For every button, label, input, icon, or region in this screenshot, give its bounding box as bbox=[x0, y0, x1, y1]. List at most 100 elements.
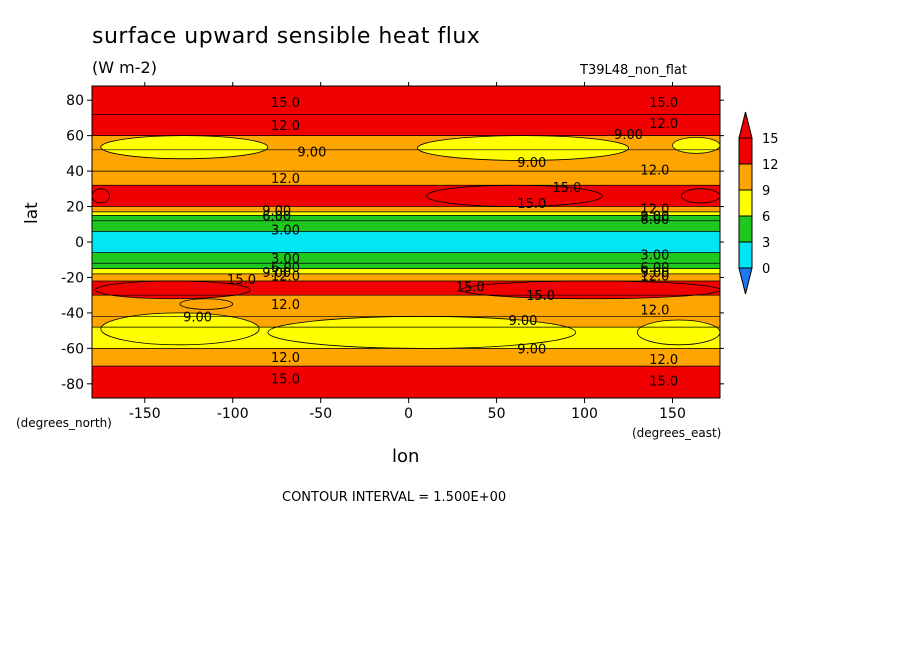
y-tick-label: -20 bbox=[61, 270, 84, 286]
lat-band bbox=[92, 86, 720, 115]
run-label: T39L48_non_flat bbox=[580, 63, 687, 78]
x-tick-label: -50 bbox=[309, 406, 332, 422]
contour-patch bbox=[672, 137, 721, 154]
lat-band bbox=[92, 215, 720, 221]
y-tick-label: -40 bbox=[61, 306, 84, 322]
contour-label: 12.0 bbox=[640, 270, 669, 285]
y-tick-label: 80 bbox=[66, 93, 84, 109]
contour-label: 9.00 bbox=[509, 314, 538, 329]
lat-band bbox=[92, 206, 720, 212]
contour-patch bbox=[461, 280, 721, 300]
colorbar-tick-label: 0 bbox=[762, 262, 770, 277]
lat-band bbox=[92, 185, 720, 207]
contour-label: 12.0 bbox=[271, 119, 300, 134]
y-units-note: (degrees_north) bbox=[16, 416, 112, 430]
lat-band bbox=[92, 231, 720, 253]
contour-label: 12.0 bbox=[649, 117, 678, 132]
axes-layer: -150 -100 -50 0 50 100 150 -80 -60 -40 -20 0 20 40 60 8… bbox=[61, 82, 724, 422]
contour-label: 12.0 bbox=[271, 172, 300, 187]
contour-label: 12.0 bbox=[649, 353, 678, 368]
x-tick-label: 0 bbox=[404, 406, 413, 422]
contour-label: 12.0 bbox=[271, 298, 300, 313]
contour-patch bbox=[91, 188, 110, 204]
contour-patch bbox=[100, 312, 260, 346]
y-tick-label: 40 bbox=[66, 164, 84, 180]
contour-label: 15.0 bbox=[517, 197, 546, 212]
lat-band bbox=[92, 295, 720, 317]
contour-label: 9.00 bbox=[640, 266, 669, 281]
contour-label: 9.00 bbox=[262, 204, 291, 219]
y-tick-label: -80 bbox=[61, 377, 84, 393]
contour-label: 12.0 bbox=[271, 351, 300, 366]
contour-label: 15.0 bbox=[271, 96, 300, 111]
contour-patch bbox=[680, 188, 721, 204]
contour-label: 15.0 bbox=[271, 373, 300, 388]
colorbar-tick-label: 9 bbox=[762, 184, 770, 199]
colorbar-tick-label: 12 bbox=[762, 158, 779, 173]
chart-title: surface upward sensible heat flux bbox=[92, 24, 481, 49]
x-tick-label: 100 bbox=[571, 406, 598, 422]
plot-fill-layer bbox=[91, 86, 721, 398]
chart-units: (W m-2) bbox=[92, 58, 157, 77]
contour-label: 9.00 bbox=[183, 310, 212, 325]
colorbar-tick-label: 15 bbox=[762, 132, 779, 147]
contour-label: 3.00 bbox=[271, 224, 300, 239]
colorbar: 0 3 6 9 12 15 bbox=[738, 111, 779, 295]
x-axis-label: lon bbox=[392, 446, 420, 467]
lat-band bbox=[92, 211, 720, 216]
x-tick-label: -100 bbox=[217, 406, 249, 422]
colorbar-tick-label: 3 bbox=[762, 236, 770, 251]
contour-patch bbox=[636, 319, 721, 346]
contour-lines-layer bbox=[92, 85, 720, 367]
contour-label: 6.00 bbox=[271, 261, 300, 276]
contour-label: 15.0 bbox=[649, 96, 678, 111]
x-units-note: (degrees_east) bbox=[632, 426, 722, 440]
colorbar-segment bbox=[738, 111, 753, 139]
contour-label: 15.0 bbox=[649, 374, 678, 389]
contour-label: 9.00 bbox=[614, 128, 643, 143]
y-tick-label: -60 bbox=[61, 341, 84, 357]
contour-label: 9.00 bbox=[517, 156, 546, 171]
contour-label: 6.00 bbox=[262, 209, 291, 224]
contour-label: 3.00 bbox=[640, 248, 669, 263]
contour-label: 15.0 bbox=[552, 181, 581, 196]
contour-label: 9.00 bbox=[262, 266, 291, 281]
contour-patch bbox=[179, 298, 234, 310]
lat-band bbox=[92, 268, 720, 274]
contour-label: 12.0 bbox=[640, 163, 669, 178]
contour-label: 12.0 bbox=[640, 303, 669, 318]
x-tick-label: -150 bbox=[129, 406, 161, 422]
contour-label: 9.00 bbox=[517, 342, 546, 357]
y-tick-label: 0 bbox=[75, 235, 84, 251]
contour-label: 12.0 bbox=[640, 202, 669, 217]
contour-label: 9.00 bbox=[640, 209, 669, 224]
contour-label: 15.0 bbox=[526, 289, 555, 304]
colorbar-segment bbox=[738, 267, 753, 295]
contour-label: 9.00 bbox=[297, 146, 326, 161]
colorbar-segment bbox=[738, 189, 753, 217]
colorbar-segment bbox=[738, 215, 753, 243]
lat-band bbox=[92, 273, 720, 281]
y-tick-label: 20 bbox=[66, 200, 84, 216]
contour-label: 15.0 bbox=[227, 273, 256, 288]
contour-label: 6.00 bbox=[640, 213, 669, 228]
contour-labels-layer: 15.0 15.012.0 12.09.009.009.00 12.012.015.0… bbox=[183, 96, 678, 389]
lat-band bbox=[92, 220, 720, 232]
colorbar-segment bbox=[738, 137, 753, 165]
contour-label: 12.0 bbox=[271, 270, 300, 285]
lat-band bbox=[92, 252, 720, 264]
x-tick-label: 50 bbox=[488, 406, 506, 422]
contour-label: 3.00 bbox=[271, 252, 300, 267]
lat-band bbox=[92, 171, 720, 186]
y-tick-label: 60 bbox=[66, 129, 84, 145]
contour-patch bbox=[100, 135, 269, 160]
colorbar-segment bbox=[738, 163, 753, 191]
contour-label: 6.00 bbox=[640, 261, 669, 276]
lat-band bbox=[92, 348, 720, 367]
x-tick-label: 150 bbox=[659, 406, 686, 422]
contour-interval-note: CONTOUR INTERVAL = 1.500E+00 bbox=[282, 490, 507, 505]
lat-band bbox=[92, 114, 720, 136]
colorbar-segment bbox=[738, 241, 753, 269]
lat-band bbox=[92, 263, 720, 269]
